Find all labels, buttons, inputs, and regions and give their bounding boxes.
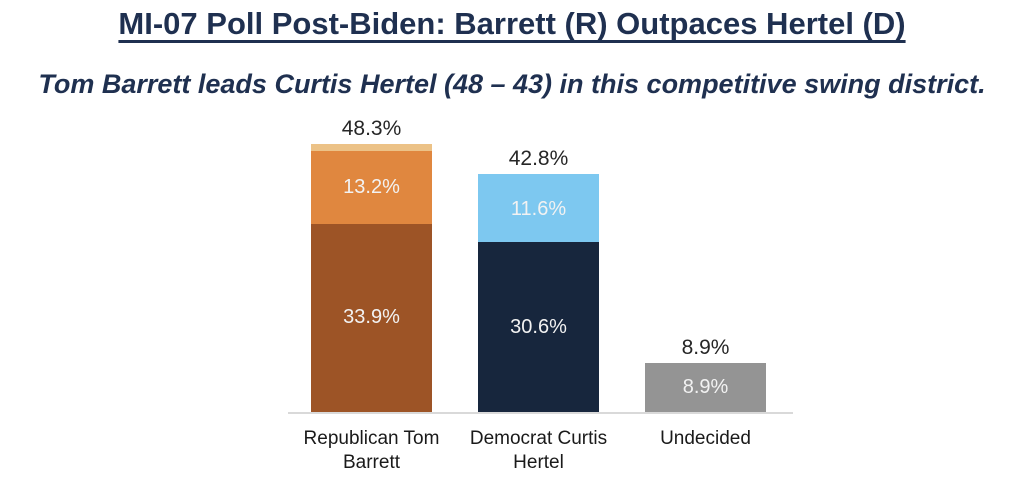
segment-value-label: 30.6% — [510, 315, 567, 338]
segment-value-label: 13.2% — [343, 175, 400, 198]
bar-column: 8.9% 8.9% — [645, 336, 766, 412]
segment-value-label: 8.9% — [682, 375, 729, 398]
chart-title: MI-07 Poll Post-Biden: Barrett (R) Outpa… — [118, 6, 906, 41]
bar-segment — [311, 143, 432, 151]
bar-segment: 33.9% — [311, 223, 432, 412]
bar-total-label: 8.9% — [681, 335, 730, 359]
bar-segment: 13.2% — [311, 150, 432, 224]
bar-segment — [478, 174, 599, 178]
category-label: Democrat Curtis Hertel — [469, 428, 608, 473]
bar-column: 42.8% 30.6% 11.6% — [478, 147, 599, 412]
bar-segment: 11.6% — [478, 177, 599, 243]
x-axis-line — [288, 412, 793, 414]
bar-stack: 8.9% — [645, 362, 766, 412]
bar-column: 48.3% 33.9% 13.2% — [311, 117, 432, 412]
plot-area: 48.3% 33.9% 13.2% 42.8% 30.6% 11.6% 8.9% 8.9% — [288, 112, 793, 412]
segment-value-label: 11.6% — [510, 198, 567, 221]
stacked-bar-chart: 48.3% 33.9% 13.2% 42.8% 30.6% 11.6% 8.9% 8.9% R… — [288, 112, 793, 475]
bar-segment: 30.6% — [478, 242, 599, 412]
category-label: Republican Tom Barrett — [303, 428, 440, 473]
bar-stack: 30.6% 11.6% — [478, 174, 599, 412]
bar-total-label: 42.8% — [508, 147, 569, 171]
bar-stack: 33.9% 13.2% — [311, 143, 432, 412]
bar-total-label: 48.3% — [341, 116, 402, 140]
bar-segment: 8.9% — [645, 362, 766, 412]
category-label: Undecided — [660, 428, 751, 449]
segment-value-label: 33.9% — [343, 306, 400, 329]
poll-slide: MI-07 Poll Post-Biden: Barrett (R) Outpa… — [0, 6, 1024, 473]
category-axis: Republican Tom Barrett Democrat Curtis He… — [288, 427, 793, 475]
chart-subtitle: Tom Barrett leads Curtis Hertel (48 – 43… — [38, 69, 986, 99]
